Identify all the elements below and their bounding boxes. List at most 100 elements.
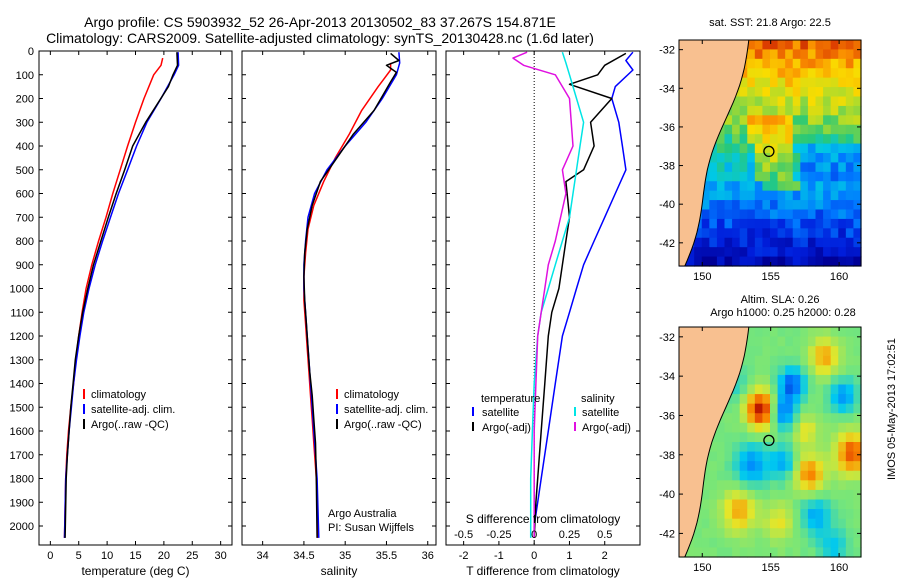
sst-map-cell bbox=[732, 153, 741, 164]
difference-panel bbox=[445, 50, 641, 546]
sst-map-cell bbox=[701, 190, 710, 201]
sla-map-cell bbox=[762, 537, 771, 549]
sla-map-cell bbox=[800, 451, 809, 462]
sst-map-cell bbox=[762, 105, 771, 116]
map-y-tick-label: -36 bbox=[659, 410, 675, 422]
sla-map-cell bbox=[724, 470, 733, 481]
sst-map-cell bbox=[838, 87, 847, 98]
sla-map-cell bbox=[792, 537, 801, 549]
sla-map-cell bbox=[686, 547, 695, 558]
sst-map-cell bbox=[792, 96, 801, 107]
sst-map-cell bbox=[830, 143, 839, 154]
sla-land bbox=[678, 326, 750, 558]
sla-map-cell bbox=[785, 480, 794, 491]
sla-map-cell bbox=[747, 480, 756, 491]
sla-map-cell bbox=[823, 336, 832, 347]
x-tick-label: 0 bbox=[531, 550, 537, 562]
sla-map-cell bbox=[739, 432, 748, 443]
y-tick-label: 1800 bbox=[10, 474, 34, 486]
sst-map-cell bbox=[815, 228, 824, 239]
sla-map-cell bbox=[853, 509, 862, 520]
sst-map-cell bbox=[754, 237, 764, 248]
sst-map-cell bbox=[777, 153, 786, 164]
sst-map-cell bbox=[770, 68, 779, 79]
sst-map-cell bbox=[770, 105, 779, 116]
sla-map-cell bbox=[785, 470, 794, 481]
sst-map-cell bbox=[762, 96, 771, 107]
sst-map-cell bbox=[732, 181, 741, 192]
sst-map-cell bbox=[830, 247, 839, 258]
sla-map-cell bbox=[701, 499, 710, 510]
sla-map-cell bbox=[785, 336, 794, 347]
sst-map-cell bbox=[853, 124, 862, 135]
sst-map-cell bbox=[701, 181, 710, 192]
y-tick-label: 1300 bbox=[10, 355, 34, 367]
sla-map-cell bbox=[739, 394, 748, 405]
sst-map-cell bbox=[762, 256, 771, 267]
x-tick-label: 25 bbox=[186, 550, 198, 562]
sst-map-cell bbox=[739, 153, 748, 164]
sla-map-cell bbox=[807, 432, 817, 443]
sla-map-cell bbox=[716, 547, 726, 558]
sla-map-cell bbox=[785, 499, 794, 510]
sla-map-cell bbox=[792, 327, 801, 338]
sla-map-cell bbox=[823, 346, 832, 357]
sla-map-cell bbox=[770, 499, 779, 510]
sla-map-cell bbox=[732, 403, 741, 414]
sla-map-cell bbox=[709, 518, 718, 529]
sst-map-cell bbox=[792, 228, 801, 239]
sla-map-cell bbox=[770, 518, 779, 529]
sst-map-cell bbox=[770, 124, 779, 135]
sst-map-cell bbox=[762, 218, 771, 229]
sst-map-cell bbox=[770, 181, 779, 192]
sst-map-cell bbox=[853, 218, 862, 229]
sla-map-cell bbox=[739, 403, 748, 414]
sst-map-cell bbox=[701, 228, 710, 239]
sla-map-cell bbox=[830, 327, 839, 338]
sst-map-cell bbox=[762, 124, 771, 135]
sla-map-cell bbox=[807, 403, 817, 414]
sst-map-cell bbox=[792, 153, 801, 164]
sst-map-cell bbox=[830, 162, 839, 173]
sla-map-cell bbox=[815, 422, 824, 434]
sla-map-cell bbox=[739, 509, 748, 520]
sla-map-cell bbox=[709, 442, 718, 453]
sla-map-cell bbox=[747, 355, 756, 366]
sla-map-cell bbox=[777, 365, 786, 376]
sst-map-cell bbox=[785, 162, 794, 173]
sst-map-cell bbox=[815, 218, 824, 229]
sst-map-cell bbox=[800, 134, 809, 145]
sla-map-cell bbox=[754, 384, 764, 395]
sla-map-cell bbox=[724, 422, 733, 434]
sla-map-cell bbox=[823, 518, 832, 529]
sst-map-cell bbox=[815, 87, 824, 98]
sst-map-cell bbox=[732, 143, 741, 154]
sla-map-cell bbox=[800, 461, 809, 472]
sst-map-cell bbox=[815, 143, 824, 154]
sst-map-cell bbox=[739, 200, 748, 211]
sla-map-cell bbox=[739, 355, 748, 366]
legend-entry: Argo(..raw -QC) bbox=[91, 419, 169, 431]
sla-map-cell bbox=[792, 432, 801, 443]
sla-map-cell bbox=[823, 528, 832, 539]
y-tick-label: 1200 bbox=[10, 331, 34, 343]
sla-map-cell bbox=[815, 509, 824, 520]
sst-map-cell bbox=[830, 256, 839, 267]
sla-map-cell bbox=[823, 537, 832, 549]
sst-map-cell bbox=[777, 68, 786, 79]
sla-map-cell bbox=[754, 480, 764, 491]
sst-map-cell bbox=[845, 218, 855, 229]
sst-map-cell bbox=[800, 256, 809, 267]
sst-map-cell bbox=[815, 40, 824, 51]
sla-map-cell bbox=[823, 355, 832, 366]
sst-map-cell bbox=[739, 115, 748, 126]
sla-map-cell bbox=[724, 489, 733, 501]
sla-map-cell bbox=[792, 355, 801, 366]
sst-map-cell bbox=[845, 209, 855, 220]
sst-map-title: sat. SST: 21.8 Argo: 22.5 bbox=[709, 17, 831, 29]
sla-map-cell bbox=[716, 422, 726, 434]
sla-map-cell bbox=[762, 442, 771, 453]
difference-top-xlabel: S difference from climatology bbox=[466, 512, 621, 526]
sla-map-cell bbox=[838, 461, 847, 472]
sst-map-cell bbox=[724, 143, 733, 154]
